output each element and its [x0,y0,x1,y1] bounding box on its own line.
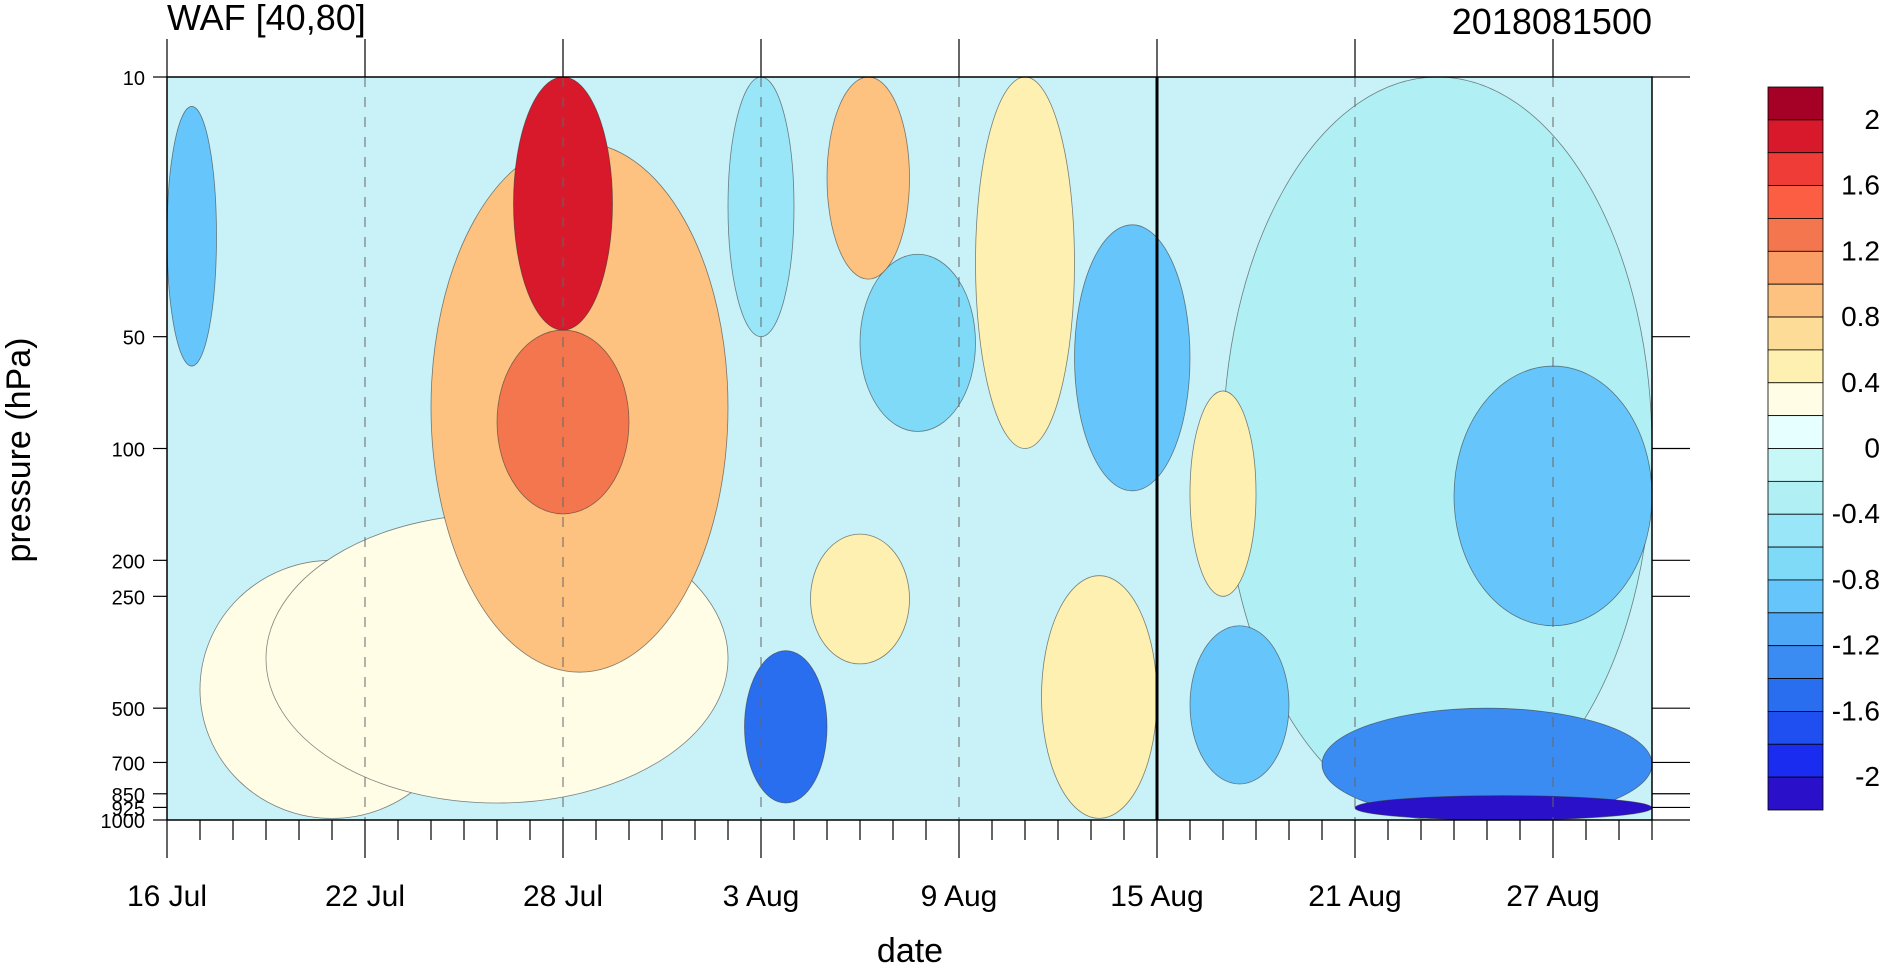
x-tick-label: 3 Aug [723,880,800,913]
y-tick-label: 200 [112,551,145,573]
x-tick-label: 16 Jul [127,880,207,913]
x-axis: 16 Jul 22 Jul 28 Jul 3 Aug 9 Aug 15 Aug 21 Aug… [127,39,1653,913]
colorbar-label: 0.4 [1841,367,1880,398]
colorbar-label: -0.4 [1832,498,1880,529]
colorbar-swatch [1767,546,1824,581]
y-tick-label: 100 [112,440,145,462]
colorbar-swatch [1767,185,1824,219]
x-tick-label: 9 Aug [921,880,998,913]
colorbar-swatch [1767,250,1824,285]
x-axis-label: date [877,932,943,968]
colorbar-swatch [1767,152,1824,186]
colorbar-label: -1.2 [1832,630,1880,661]
colorbar: 2 1.6 1.2 0.8 0.4 0 -0.4 -0.8 -1.2 -1.6 -2 [1767,86,1880,811]
plot-area [166,76,1653,821]
colorbar-swatch [1767,119,1824,154]
chart-date-label: 2018081500 [1452,1,1652,42]
colorbar-swatch [1767,480,1824,515]
colorbar-swatch [1767,645,1824,679]
contour-region-negative-upper-early [167,106,217,367]
colorbar-label: -2 [1855,761,1880,792]
contour-region-negative-upper-7Aug [859,253,976,432]
colorbar-swatch [1767,743,1824,778]
y-tick-label: 700 [112,753,145,775]
colorbar-label: -0.8 [1832,564,1880,595]
chart-title: WAF [40,80] [167,0,366,38]
colorbar-label: 0.8 [1841,301,1880,332]
y-tick-label: 1000 [101,811,146,833]
colorbar-label: 2 [1864,104,1880,135]
contour-region-negative-lower-late-Aug [1321,707,1652,820]
contour-region-positive-lower-6Aug [810,533,910,665]
x-tick-label: 21 Aug [1308,880,1401,913]
colorbar-swatch [1767,316,1824,351]
colorbar-swatch [1767,448,1824,482]
contour-region-positive-mid-12Aug [1041,575,1158,819]
y-tick-label: 10 [123,68,145,90]
colorbar-swatch [1767,349,1824,384]
colorbar-label: 0 [1864,433,1880,464]
colorbar-label: 1.2 [1841,235,1880,266]
contour-regions [167,77,1652,820]
colorbar-swatch [1767,579,1824,614]
contour-region-positive-upper-11Aug [975,77,1075,449]
contour-region-negative-lower-17Aug [1189,625,1290,785]
colorbar-label: -1.6 [1832,695,1880,726]
x-tick-label: 28 Jul [523,880,603,913]
colorbar-swatch [1767,711,1824,745]
contour-region-negative-core-4Aug [744,650,828,804]
contour-region-negative-surface-late-Aug [1354,795,1652,820]
colorbar-swatch [1767,415,1824,449]
colorbar-swatch [1767,776,1824,811]
colorbar-swatch [1767,218,1824,252]
y-tick-label: 925 [112,798,145,820]
colorbar-swatch [1767,612,1824,647]
contour-region-negative-upper-9Aug [1074,224,1191,492]
contour-region-positive-17Aug [1189,390,1257,597]
x-tick-label: 15 Aug [1110,880,1203,913]
y-tick-label: 850 [112,785,145,807]
y-axis-label: pressure (hPa) [0,338,38,563]
colorbar-label: 1.6 [1841,170,1880,201]
y-tick-label: 500 [112,699,145,721]
colorbar-swatch [1767,283,1824,318]
contour-region-positive-upper-6Aug [826,77,910,280]
x-tick-label: 27 Aug [1506,880,1599,913]
colorbar-swatch [1767,678,1824,712]
colorbar-swatch [1767,513,1824,548]
y-tick-label: 250 [112,587,145,609]
y-tick-label: 50 [123,328,145,350]
x-tick-label: 22 Jul [325,880,405,913]
colorbar-swatch [1767,382,1824,417]
colorbar-swatch [1767,86,1824,121]
